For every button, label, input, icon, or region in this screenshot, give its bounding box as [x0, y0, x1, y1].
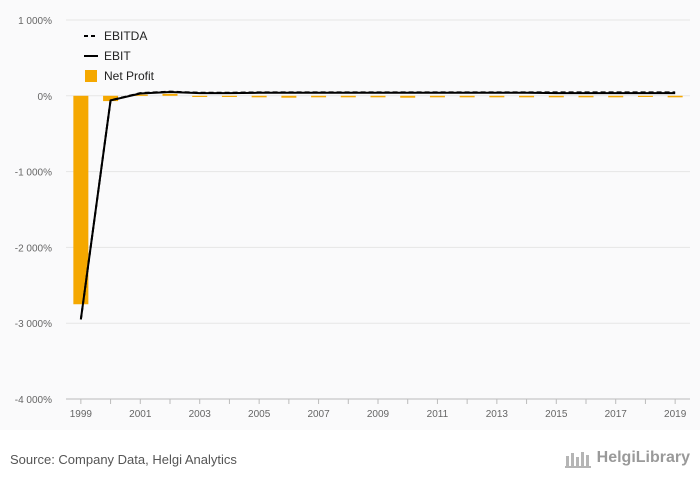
y-tick-label: -2 000% [15, 243, 52, 254]
brand-name: HelgiLibrary [596, 449, 690, 466]
x-tick-label: 2005 [248, 409, 271, 420]
legend-net-profit-label: Net Profit [104, 69, 155, 83]
legend-ebit-label: EBIT [104, 49, 131, 63]
legend-ebitda-label: EBITDA [104, 29, 147, 43]
y-tick-label: 1 000% [18, 16, 52, 27]
x-tick-label: 2009 [367, 409, 390, 420]
x-tick-label: 2003 [189, 409, 212, 420]
bar-net-profit-2010[interactable] [400, 95, 416, 98]
x-axis: 1999 2001 2003 2005 2007 2009 2011 2013 2015 2017… [66, 398, 690, 420]
bar-net-profit-2012[interactable] [459, 95, 475, 98]
bar-net-profit-2015[interactable] [548, 95, 564, 98]
x-tick-label: 2011 [427, 409, 449, 420]
library-icon [564, 452, 591, 468]
bar-net-profit-2002[interactable] [162, 93, 178, 96]
x-tick-label: 2007 [307, 409, 330, 420]
legend-item-ebit[interactable]: EBIT [84, 49, 131, 63]
x-tick-label: 1999 [70, 409, 93, 420]
bar-net-profit-2006[interactable] [281, 95, 297, 98]
bar-net-profit-2000[interactable] [103, 95, 119, 102]
source-text: Source: Company Data, Helgi Analytics [10, 452, 237, 467]
legend-item-ebitda[interactable]: EBITDA [84, 29, 147, 43]
bar-net-profit-1999[interactable] [73, 95, 89, 305]
chart-svg: 1 000% 0% -1 000% -2 000% -3 000% -4 000% 199… [15, 16, 690, 420]
x-tick-label: 2015 [545, 409, 568, 420]
bar-net-profit-2017[interactable] [608, 95, 624, 98]
y-tick-label: -4 000% [15, 395, 52, 406]
bar-net-profit-2016[interactable] [578, 95, 594, 98]
legend-item-net-profit[interactable]: Net Profit [85, 69, 155, 83]
y-tick-label: -1 000% [15, 168, 52, 179]
y-tick-label: -3 000% [15, 319, 52, 330]
bar-net-profit-2001[interactable] [132, 94, 148, 96]
y-tick-label: 0% [38, 92, 53, 103]
line-ebit[interactable] [79, 91, 676, 320]
grid-lines [66, 19, 690, 324]
bar-net-profit-2013[interactable] [489, 95, 505, 98]
x-tick-label: 2017 [605, 409, 628, 420]
footer: Source: Company Data, Helgi Analytics He… [0, 440, 700, 483]
line-ebitda[interactable] [79, 90, 676, 320]
plot-background [0, 0, 700, 430]
x-tick-label: 2019 [664, 409, 687, 420]
x-tick-label: 2001 [129, 409, 152, 420]
bar-net-profit-2014[interactable] [519, 95, 535, 98]
bar-net-profit-2005[interactable] [251, 95, 267, 98]
bar-net-profit-2008[interactable] [340, 95, 356, 98]
bar-net-profit-2004[interactable] [221, 95, 237, 97]
net-profit-bars [73, 93, 683, 305]
bar-net-profit-2011[interactable] [429, 95, 445, 98]
y-axis-ticks: 1 000% 0% -1 000% -2 000% -3 000% -4 000% [15, 16, 52, 406]
brand-logo[interactable]: HelgiLibrary [564, 448, 690, 468]
legend[interactable]: EBITDA EBIT Net Profit [84, 29, 155, 83]
x-tick-label: 2013 [486, 409, 509, 420]
legend-net-profit-swatch [85, 70, 97, 82]
bar-net-profit-2018[interactable] [637, 95, 653, 97]
bar-net-profit-2009[interactable] [370, 95, 386, 98]
bar-net-profit-2019[interactable] [667, 95, 683, 98]
series-lines [79, 90, 676, 320]
bar-net-profit-2003[interactable] [192, 95, 208, 97]
bar-net-profit-2007[interactable] [311, 95, 327, 98]
